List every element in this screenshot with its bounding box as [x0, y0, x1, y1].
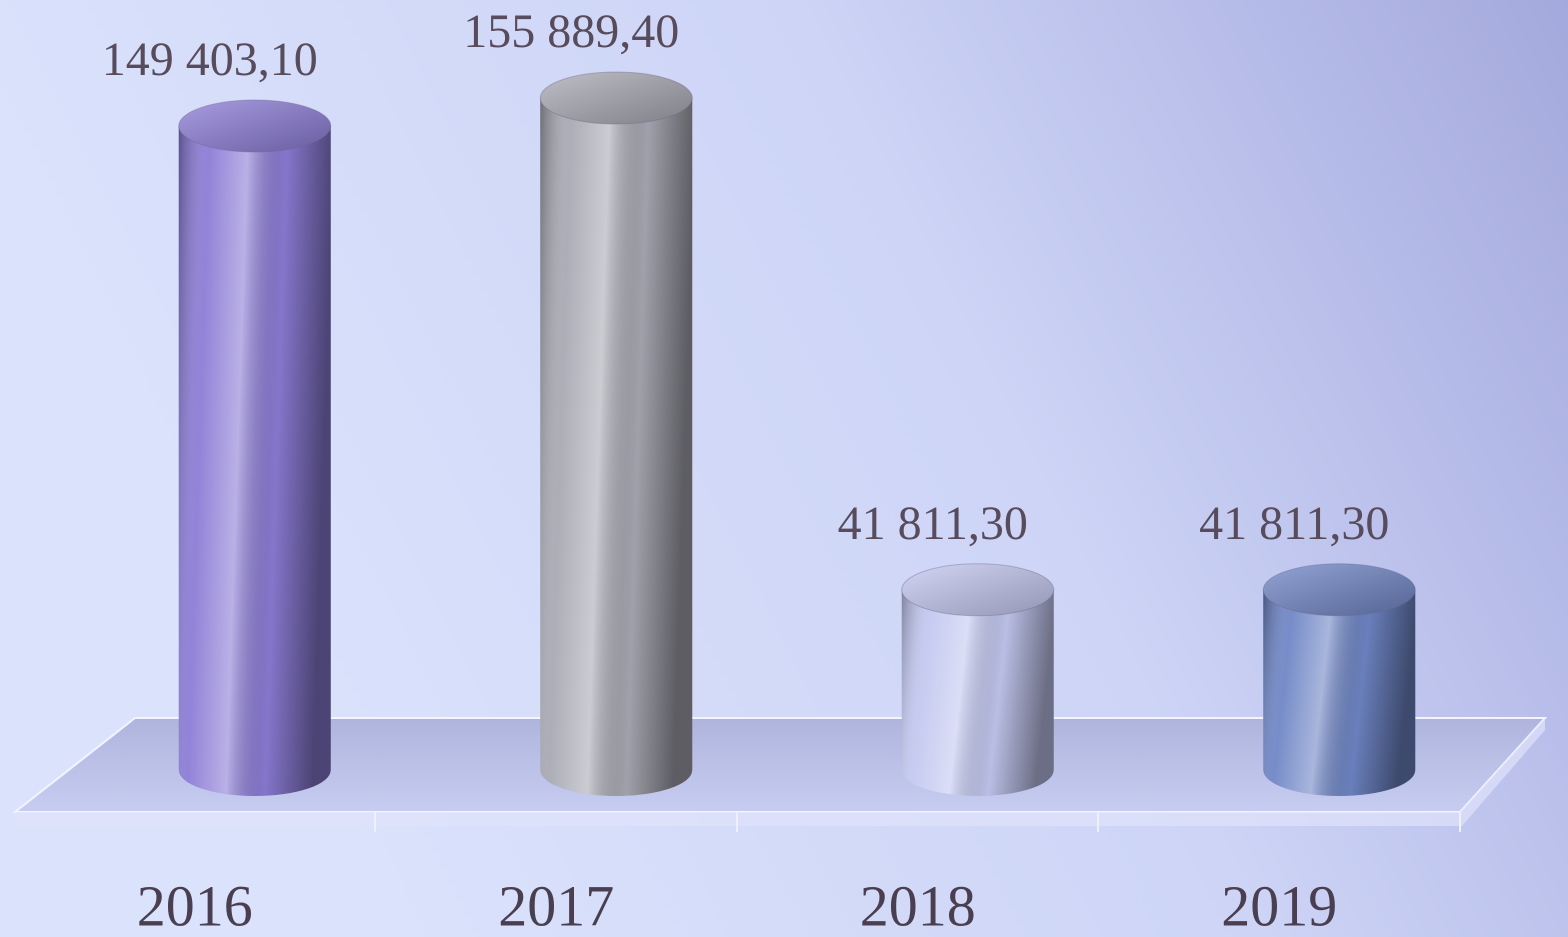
x-tick-label: 2019: [1221, 873, 1337, 937]
bar-shade: [540, 98, 693, 796]
value-label: 149 403,10: [102, 33, 318, 86]
floor-edge: [15, 718, 1545, 826]
value-label: 155 889,40: [463, 5, 679, 58]
x-tick-label: 2018: [860, 873, 976, 937]
bar-shade: [178, 125, 331, 796]
x-tick-label: 2016: [137, 873, 253, 937]
value-label: 41 811,30: [838, 497, 1028, 550]
bar-top-shade: [901, 563, 1055, 617]
bar-top-shade: [1262, 563, 1416, 617]
x-tick-label: 2017: [498, 873, 614, 937]
bar-top-shade: [178, 99, 332, 153]
bar-shade: [1263, 589, 1416, 796]
bar-shade: [901, 589, 1054, 796]
value-label: 41 811,30: [1199, 497, 1389, 550]
bar-top-shade: [539, 71, 693, 125]
